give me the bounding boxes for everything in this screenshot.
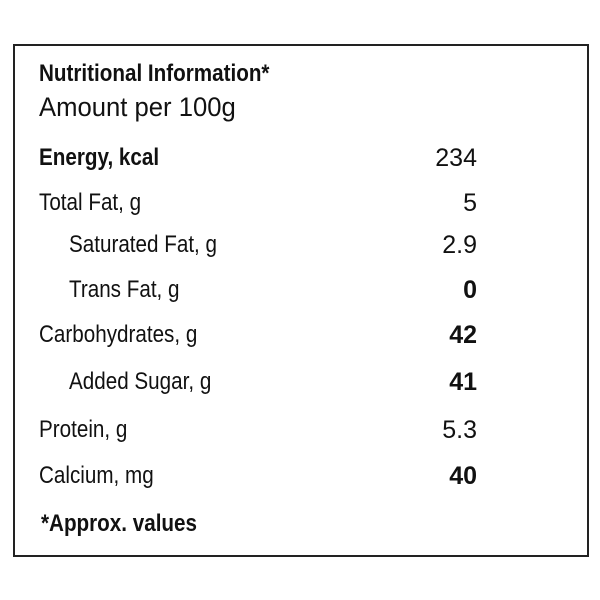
row-value: 40: [449, 462, 477, 490]
row-label: Protein, g: [39, 416, 128, 443]
row-label: Energy, kcal: [39, 144, 160, 171]
row-label: Added Sugar, g: [69, 368, 212, 395]
label-title: Nutritional Information*: [39, 60, 270, 87]
row-value: 5: [463, 189, 477, 217]
nutrition-label: Nutritional Information* Amount per 100g…: [13, 44, 589, 557]
row-label: Trans Fat, g: [69, 276, 180, 303]
row-value: 41: [449, 368, 477, 396]
row-value: 42: [449, 321, 477, 349]
row-value: 0: [463, 276, 477, 304]
row-value: 5.3: [442, 416, 477, 444]
row-label: Total Fat, g: [39, 189, 142, 216]
row-label: Calcium, mg: [39, 462, 154, 489]
row-value: 234: [435, 144, 477, 172]
row-value: 2.9: [442, 231, 477, 259]
label-subtitle: Amount per 100g: [39, 92, 236, 122]
footnote: *Approx. values: [41, 510, 198, 537]
row-label: Carbohydrates, g: [39, 321, 198, 348]
row-label: Saturated Fat, g: [69, 231, 218, 258]
